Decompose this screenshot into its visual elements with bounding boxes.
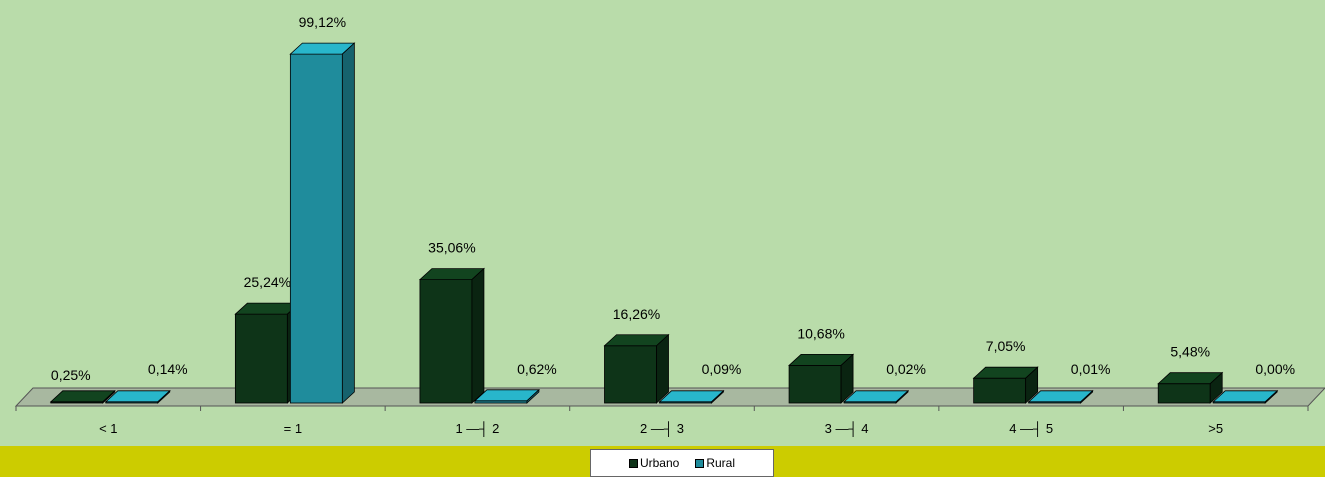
bar-urbano-1 (234, 302, 301, 404)
x-tick-label-1: = 1 (284, 421, 302, 436)
legend-entry-rural: Rural (695, 456, 735, 470)
bar-rural-1 (289, 42, 356, 404)
bar-side (1080, 389, 1094, 404)
legend-swatch-rural (695, 458, 705, 468)
bar-side (656, 333, 669, 404)
legend-label-urbano: Urbano (639, 456, 680, 470)
bar-urbano-0 (49, 389, 116, 404)
bar-urbano-6 (1157, 371, 1224, 404)
bar-urbano-2 (418, 267, 485, 404)
bar-front (788, 365, 842, 404)
bar-front (973, 377, 1027, 404)
legend-swatch-urbano (628, 458, 638, 468)
chart-plot: 0,25% 25,24% 35,06% 16,26% 10,68% 7,05% 5,48% 0… (14, 14, 1325, 437)
bar-side (895, 389, 909, 404)
bar-side (526, 388, 540, 404)
bar-side (840, 353, 854, 404)
x-tick-label-4: 3 —┤ 4 (825, 421, 869, 437)
data-label-urbano-5: 7,05% (986, 338, 1026, 354)
bar-rural-6 (1212, 389, 1279, 404)
bar-side (341, 42, 355, 404)
data-label-urbano-0: 0,25% (51, 367, 91, 383)
data-label-rural-4: 0,02% (886, 361, 926, 377)
data-label-urbano-6: 5,48% (1170, 344, 1210, 360)
bar-rural-4 (843, 389, 910, 404)
data-label-rural-0: 0,14% (148, 361, 188, 377)
bar-side (1264, 389, 1278, 404)
data-label-urbano-2: 35,06% (428, 240, 475, 256)
legend-entry-urbano: Urbano (628, 456, 680, 470)
bar-rural-2 (473, 388, 540, 404)
x-tick-label-2: 1 —┤ 2 (455, 421, 499, 437)
x-tick-label-3: 2 —┤ 3 (640, 421, 684, 437)
bar-front (604, 345, 657, 404)
bar-urbano-4 (788, 353, 855, 404)
x-tick-label-6: >5 (1208, 421, 1223, 436)
data-label-rural-5: 0,01% (1071, 361, 1111, 377)
legend: Urbano Rural (590, 449, 774, 477)
bar-side (711, 389, 724, 404)
bar-side (1025, 366, 1039, 404)
data-label-urbano-3: 16,26% (613, 306, 660, 322)
bar-front (1157, 383, 1211, 404)
data-label-rural-6: 0,00% (1255, 361, 1295, 377)
bar-front (419, 279, 473, 404)
data-label-rural-3: 0,09% (702, 361, 742, 377)
bar-side (471, 267, 485, 404)
bar-front (289, 53, 343, 404)
x-tick-label-5: 4 —┤ 5 (1009, 421, 1053, 437)
x-tick-label-0: < 1 (99, 421, 117, 436)
bar-urbano-5 (972, 366, 1039, 404)
data-label-urbano-1: 25,24% (244, 274, 291, 290)
legend-label-rural: Rural (706, 456, 736, 470)
bar-side (1209, 371, 1223, 404)
data-label-urbano-4: 10,68% (797, 325, 844, 341)
bar-side (157, 389, 171, 404)
bar-rural-0 (104, 389, 171, 404)
data-label-rural-2: 0,62% (517, 361, 557, 377)
bar-urbano-3 (603, 333, 670, 404)
bar-rural-5 (1027, 389, 1094, 404)
data-label-rural-1: 99,12% (299, 14, 346, 30)
bar-rural-3 (658, 389, 725, 404)
bar-front (234, 313, 288, 404)
bar-side (102, 389, 116, 404)
